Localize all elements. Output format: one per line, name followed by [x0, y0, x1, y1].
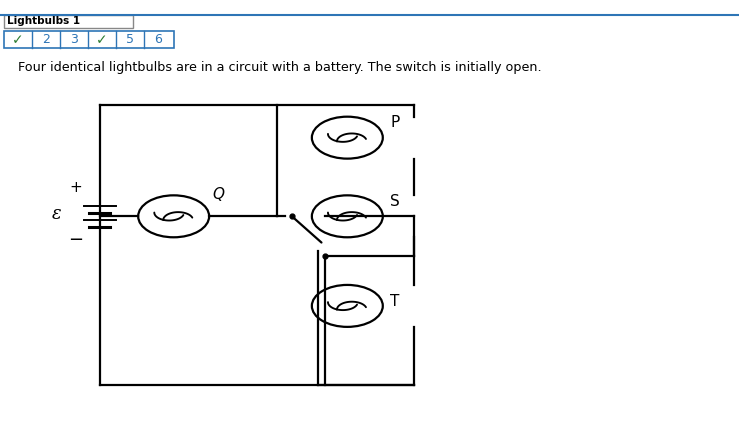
Text: 3: 3 [70, 33, 78, 46]
Text: S: S [390, 194, 400, 208]
FancyBboxPatch shape [4, 15, 133, 28]
Text: P: P [390, 115, 400, 130]
Text: −: − [69, 231, 84, 250]
Text: 6: 6 [154, 33, 162, 46]
Text: T: T [390, 294, 400, 309]
Text: +: + [69, 180, 83, 195]
Text: ✓: ✓ [96, 33, 108, 47]
Text: 5: 5 [126, 33, 134, 46]
Text: ✓: ✓ [12, 33, 24, 47]
FancyBboxPatch shape [4, 31, 174, 48]
Text: Q: Q [213, 187, 225, 202]
Text: ε: ε [52, 205, 62, 223]
Text: Four identical lightbulbs are in a circuit with a battery. The switch is initial: Four identical lightbulbs are in a circu… [18, 61, 542, 74]
Text: Lightbulbs 1: Lightbulbs 1 [7, 17, 81, 26]
Text: 2: 2 [42, 33, 50, 46]
